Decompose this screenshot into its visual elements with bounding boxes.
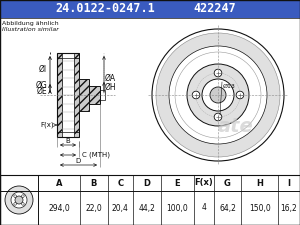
Bar: [89, 86, 100, 104]
Circle shape: [175, 52, 261, 138]
Bar: [100, 90, 105, 100]
Text: 150,0: 150,0: [249, 203, 271, 212]
Circle shape: [152, 29, 284, 161]
Circle shape: [187, 64, 249, 126]
Circle shape: [169, 46, 267, 144]
Text: F(x): F(x): [194, 178, 213, 187]
Text: E: E: [175, 178, 180, 187]
Text: ØA: ØA: [105, 74, 116, 83]
Circle shape: [15, 196, 23, 204]
Circle shape: [192, 91, 200, 99]
Text: 22,0: 22,0: [85, 203, 102, 212]
Bar: [62, 58, 74, 132]
Text: Abbildung ähnlich: Abbildung ähnlich: [2, 21, 58, 26]
Text: A: A: [56, 178, 62, 187]
Text: Ø13: Ø13: [223, 84, 236, 89]
Text: B: B: [66, 138, 70, 144]
Bar: [0, 18, 300, 175]
Text: 44,2: 44,2: [138, 203, 155, 212]
Circle shape: [14, 195, 16, 197]
Bar: [57, 53, 62, 137]
Circle shape: [210, 87, 226, 103]
Bar: [74, 53, 79, 137]
Text: I: I: [287, 178, 290, 187]
Text: 294,0: 294,0: [48, 203, 70, 212]
Text: 422247: 422247: [194, 2, 236, 16]
Text: B: B: [91, 178, 97, 187]
Bar: [0, 0, 300, 18]
Text: ØG: ØG: [35, 81, 47, 90]
Text: 20,4: 20,4: [112, 203, 129, 212]
Circle shape: [11, 192, 27, 208]
Text: Illustration similar: Illustration similar: [2, 27, 59, 32]
Bar: [79, 79, 89, 111]
Circle shape: [202, 79, 234, 111]
Text: 16,2: 16,2: [280, 203, 297, 212]
Text: C: C: [117, 178, 123, 187]
Circle shape: [14, 202, 16, 205]
Circle shape: [22, 195, 24, 197]
Bar: [0, 175, 300, 225]
Text: ØE: ØE: [36, 86, 47, 95]
Text: ØH: ØH: [105, 83, 117, 92]
Circle shape: [236, 91, 244, 99]
Text: 64,2: 64,2: [219, 203, 236, 212]
Text: 4: 4: [201, 203, 206, 212]
Text: D: D: [143, 178, 150, 187]
Circle shape: [5, 186, 33, 214]
Text: 24.0122-0247.1: 24.0122-0247.1: [55, 2, 155, 16]
Circle shape: [214, 69, 222, 77]
Text: 100,0: 100,0: [167, 203, 188, 212]
Text: ØI: ØI: [39, 65, 47, 74]
Circle shape: [156, 33, 280, 157]
Text: H: H: [256, 178, 263, 187]
Circle shape: [214, 113, 222, 121]
Text: G: G: [224, 178, 231, 187]
Circle shape: [22, 202, 24, 205]
Text: C (MTH): C (MTH): [82, 152, 110, 158]
Text: D: D: [76, 158, 81, 164]
Text: F(x): F(x): [40, 122, 54, 128]
Text: ate: ate: [218, 117, 254, 137]
